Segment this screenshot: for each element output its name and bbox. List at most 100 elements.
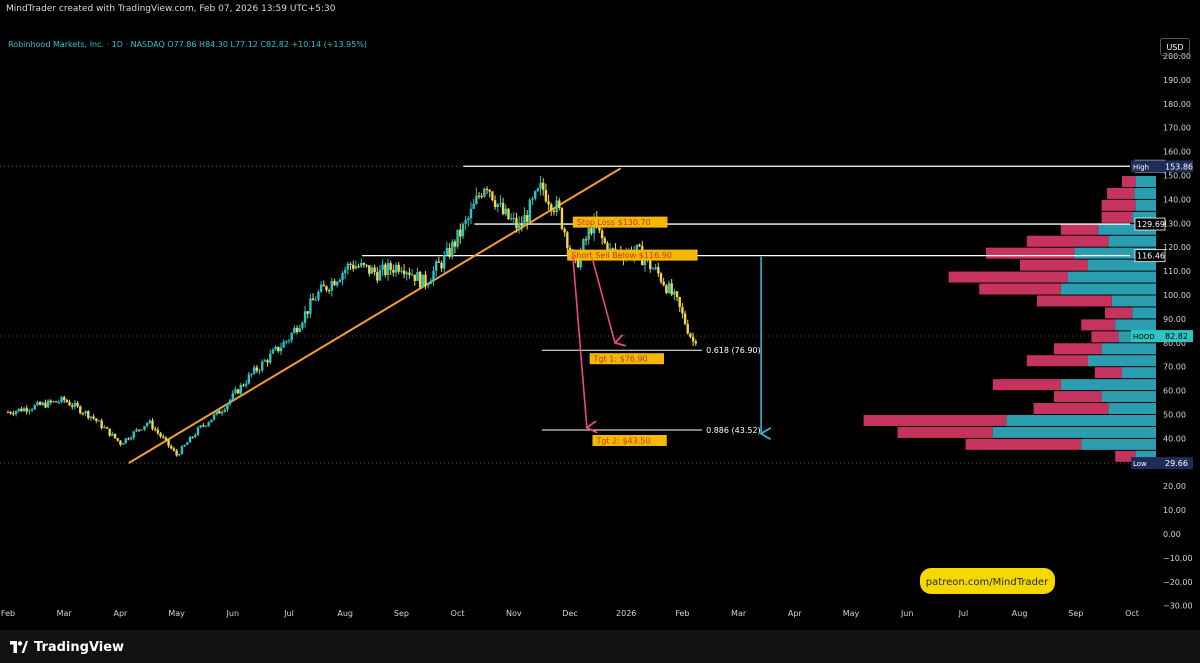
tradingview-logo[interactable]: TradingView bbox=[10, 637, 124, 657]
watermark-text: patreon.com/MindTrader bbox=[926, 577, 1049, 588]
candle-down bbox=[525, 215, 529, 222]
candle-down bbox=[25, 408, 28, 412]
candle-down bbox=[327, 290, 331, 292]
candle-up bbox=[132, 431, 135, 438]
candle-up bbox=[534, 191, 537, 199]
x-tick-label: May bbox=[843, 609, 860, 618]
y-tick-label: 200.00 bbox=[1163, 52, 1191, 61]
candle-down bbox=[453, 241, 457, 247]
candle-up bbox=[635, 244, 639, 253]
vp-bar-down bbox=[1101, 211, 1133, 223]
candle-up bbox=[244, 383, 248, 386]
candle-up bbox=[416, 271, 419, 281]
candle-down bbox=[552, 210, 556, 213]
candle-down bbox=[550, 204, 553, 211]
candle-down bbox=[662, 281, 665, 286]
axis-tag-value-High: 153.86 bbox=[1165, 162, 1193, 171]
candle-up bbox=[30, 409, 34, 411]
price-axis[interactable]: 200.00 190.00 180.00 170.00 160.00 150.00 140.… bbox=[1131, 52, 1193, 611]
candle-up bbox=[338, 280, 342, 283]
axis-tag-value-box bbox=[1163, 457, 1193, 470]
y-tick-label: 150.00 bbox=[1163, 172, 1191, 181]
vp-bar-up bbox=[1081, 438, 1156, 450]
candle-down bbox=[657, 267, 660, 274]
candle-up bbox=[250, 373, 253, 375]
vp-bar-up bbox=[1108, 403, 1156, 415]
candle-up bbox=[145, 423, 149, 427]
candle-down bbox=[397, 264, 400, 272]
candle-up bbox=[651, 268, 655, 270]
candle-down bbox=[681, 306, 684, 314]
x-tick-label: Jul bbox=[958, 609, 969, 618]
vp-bar-up bbox=[992, 426, 1156, 438]
candle-up bbox=[654, 267, 657, 269]
candle-down bbox=[68, 402, 71, 406]
candle-down bbox=[255, 367, 259, 371]
currency-button[interactable]: USD bbox=[1160, 38, 1190, 56]
candle-down bbox=[9, 412, 12, 414]
candle-down bbox=[418, 271, 422, 288]
level-tag-box bbox=[1134, 217, 1166, 231]
chart-stage[interactable]: 0.618 (76.90) 0.886 (43.52) Stop Loss $130… bbox=[0, 18, 1200, 630]
candle-up bbox=[421, 274, 425, 288]
candle-down bbox=[325, 286, 328, 291]
candle-up bbox=[36, 402, 39, 406]
y-tick-label: 170.00 bbox=[1163, 124, 1191, 133]
vp-bar-down bbox=[1115, 450, 1136, 462]
candle-down bbox=[576, 257, 580, 268]
candle-down bbox=[440, 262, 443, 269]
candle-down bbox=[542, 182, 545, 190]
candle-down bbox=[172, 448, 176, 451]
axis-tag-value-box bbox=[1163, 160, 1193, 173]
candle-down bbox=[6, 412, 10, 414]
symbol-ohlc: O77.86 H84.30 L77.12 C82.82 +10.14 (+13.… bbox=[167, 40, 368, 49]
candle-up bbox=[52, 401, 55, 403]
annotation-box-3 bbox=[592, 434, 667, 446]
annotation-text-0: Stop Loss $130.70 bbox=[577, 218, 651, 227]
candle-down bbox=[162, 436, 165, 438]
price-chart[interactable]: 0.618 (76.90) 0.886 (43.52) Stop Loss $130… bbox=[0, 18, 1200, 630]
candle-up bbox=[587, 228, 590, 240]
candle-down bbox=[584, 239, 588, 241]
candle-down bbox=[38, 402, 42, 405]
y-tick-label: 10.00 bbox=[1163, 506, 1186, 515]
candle-down bbox=[71, 405, 74, 407]
candle-up bbox=[231, 393, 234, 400]
vp-bar-down bbox=[1081, 319, 1116, 331]
candle-down bbox=[170, 445, 173, 449]
candle-up bbox=[483, 188, 486, 197]
candle-up bbox=[111, 433, 114, 436]
candle-up bbox=[429, 281, 433, 284]
vp-bar-up bbox=[1060, 283, 1156, 295]
candle-up bbox=[234, 389, 237, 394]
candle-up bbox=[309, 298, 312, 314]
header-text: MindTrader created with TradingView.com,… bbox=[6, 4, 336, 14]
symbol-name: Robinhood Markets, Inc. · 1D · NASDAQ bbox=[8, 40, 165, 49]
vp-bar-up bbox=[1122, 367, 1156, 379]
candle-up bbox=[643, 260, 647, 266]
candle-up bbox=[220, 411, 224, 414]
vp-bar-down bbox=[1054, 391, 1102, 403]
candle-up bbox=[432, 270, 435, 282]
vp-bar-down bbox=[1026, 355, 1088, 367]
vp-bar-down bbox=[1020, 259, 1088, 271]
candle-down bbox=[333, 280, 336, 286]
time-axis[interactable]: Feb Mar Apr May Jun Jul Aug Sep Oct Nov Dec 2026 Feb… bbox=[1, 609, 1139, 618]
drawings[interactable]: 0.618 (76.90) 0.886 (43.52) Stop Loss $130… bbox=[541, 216, 761, 446]
candle-down bbox=[116, 438, 119, 441]
candle-down bbox=[368, 265, 371, 274]
vp-bar-down bbox=[1101, 199, 1136, 211]
candle-down bbox=[306, 311, 309, 314]
x-tick-label: Apr bbox=[788, 609, 803, 618]
candle-up bbox=[381, 264, 384, 270]
trendline[interactable] bbox=[128, 167, 622, 464]
candle-down bbox=[389, 263, 392, 270]
candle-up bbox=[258, 370, 261, 372]
candle-up bbox=[451, 241, 454, 257]
y-tick-label: 100.00 bbox=[1163, 291, 1191, 300]
vp-bar-down bbox=[1060, 223, 1099, 235]
axis-tag-box bbox=[1131, 160, 1163, 173]
candle-up bbox=[464, 220, 467, 224]
y-tick-label: 0.00 bbox=[1163, 530, 1181, 539]
candle-up bbox=[293, 327, 296, 334]
